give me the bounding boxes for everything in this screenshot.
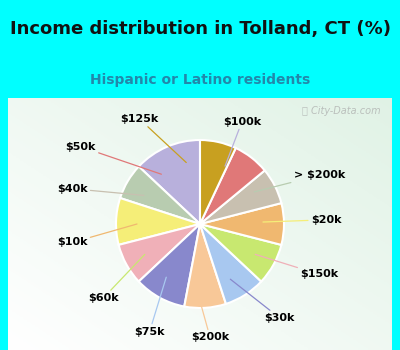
Text: $50k: $50k: [66, 142, 161, 174]
Text: $30k: $30k: [230, 279, 295, 323]
Text: > $200k: > $200k: [254, 170, 345, 192]
Wedge shape: [200, 148, 265, 224]
Text: $20k: $20k: [263, 215, 341, 225]
Wedge shape: [184, 224, 226, 308]
Wedge shape: [139, 224, 200, 307]
Text: $150k: $150k: [255, 254, 338, 279]
Text: $125k: $125k: [120, 114, 186, 162]
Text: $10k: $10k: [57, 224, 137, 247]
Wedge shape: [200, 140, 236, 224]
Text: $60k: $60k: [88, 254, 145, 303]
Text: $40k: $40k: [57, 184, 144, 195]
Text: $200k: $200k: [191, 287, 229, 342]
Text: Income distribution in Tolland, CT (%): Income distribution in Tolland, CT (%): [10, 20, 390, 38]
Wedge shape: [200, 203, 284, 245]
Text: $100k: $100k: [223, 117, 261, 166]
Text: Hispanic or Latino residents: Hispanic or Latino residents: [90, 74, 310, 88]
Wedge shape: [200, 170, 281, 224]
Wedge shape: [116, 198, 200, 245]
Wedge shape: [200, 224, 261, 304]
Wedge shape: [200, 224, 281, 281]
Wedge shape: [119, 224, 200, 281]
Text: ⓘ City-Data.com: ⓘ City-Data.com: [302, 106, 380, 116]
Wedge shape: [120, 167, 200, 224]
Text: $75k: $75k: [134, 277, 166, 336]
Wedge shape: [139, 140, 200, 224]
